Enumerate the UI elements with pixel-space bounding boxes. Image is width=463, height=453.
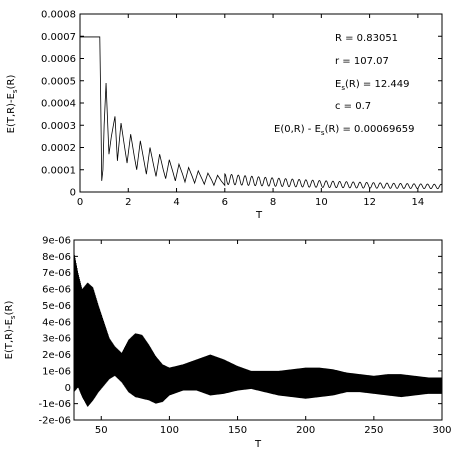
bottom-x-ticks: 50 100 150 200 250 300	[95, 240, 452, 436]
top-y-tick-label: 0	[70, 188, 76, 199]
bottom-x-tick-label: 100	[160, 425, 179, 436]
top-x-tick-label: 8	[270, 197, 276, 208]
top-y-tick-label: 0.0005	[41, 76, 76, 87]
bottom-y-tick-label: 5e-06	[42, 301, 71, 312]
top-x-tick-label: 12	[363, 197, 376, 208]
top-y-ticks: 0 0.0001 0.0002 0.0003 0.0004 0.0005 0.0006 0.0…	[41, 10, 442, 199]
bottom-y-tick-label: 6e-06	[42, 285, 71, 296]
bottom-x-tick-label: 150	[228, 425, 247, 436]
top-y-tick-label: 0.0008	[41, 10, 76, 21]
bottom-y-tick-label: 8e-06	[42, 252, 71, 263]
top-x-tick-label: 2	[125, 197, 131, 208]
annotation-Es: Es(R) = 12.449	[335, 79, 409, 92]
top-annotations: R = 0.83051 r = 107.07 Es(R) = 12.449 c …	[274, 33, 415, 137]
bottom-y-tick-label: 2e-06	[42, 350, 71, 361]
annotation-E0: E(0,R) - Es(R) = 0.00069659	[274, 124, 415, 137]
bottom-y-ticks: -2e-06 -1e-06 0 1e-06 2e-06 3e-06 4e-06 5e-06 6e…	[39, 236, 442, 427]
top-x-tick-label: 14	[411, 197, 424, 208]
annotation-r: r = 107.07	[335, 56, 389, 67]
bottom-x-tick-label: 250	[364, 425, 383, 436]
top-y-tick-label: 0.0001	[41, 165, 76, 176]
bottom-x-tick-label: 50	[95, 425, 108, 436]
bottom-y-tick-label: 9e-06	[42, 236, 71, 247]
bottom-y-tick-label: -2e-06	[39, 416, 71, 427]
top-y-tick-label: 0.0002	[41, 143, 76, 154]
top-y-tick-label: 0.0003	[41, 121, 76, 132]
top-x-axis-label: T	[255, 210, 263, 221]
top-y-tick-label: 0.0004	[41, 99, 76, 110]
bottom-y-tick-label: 7e-06	[42, 268, 71, 279]
top-x-tick-label: 4	[173, 197, 179, 208]
top-y-tick-label: 0.0006	[41, 54, 76, 65]
bottom-y-tick-label: -1e-06	[39, 399, 71, 410]
top-y-axis-label: E(T,R)-Es(R)	[6, 75, 19, 134]
top-x-ticks: 0 2 4 6 8 10 12 14	[77, 14, 424, 208]
bottom-y-axis-label: E(T,R)-Es(R)	[4, 301, 17, 360]
top-series-line	[80, 36, 443, 190]
bottom-y-tick-label: 0	[65, 383, 71, 394]
bottom-series-band	[73, 252, 443, 407]
top-x-tick-label: 10	[315, 197, 328, 208]
bottom-chart: -2e-06 -1e-06 0 1e-06 2e-06 3e-06 4e-06 5e-06 6e…	[4, 236, 452, 451]
top-chart: 0 0.0001 0.0002 0.0003 0.0004 0.0005 0.0006 0.0…	[6, 10, 443, 221]
bottom-x-tick-label: 200	[296, 425, 315, 436]
bottom-y-tick-label: 1e-06	[42, 366, 71, 377]
top-x-tick-label: 6	[222, 197, 228, 208]
top-y-tick-label: 0.0007	[41, 32, 76, 43]
bottom-y-tick-label: 3e-06	[42, 334, 71, 345]
annotation-c: c = 0.7	[335, 101, 371, 112]
bottom-y-tick-label: 4e-06	[42, 317, 71, 328]
annotation-R: R = 0.83051	[335, 33, 398, 44]
top-x-tick-label: 0	[77, 197, 83, 208]
bottom-x-tick-label: 300	[432, 425, 451, 436]
bottom-x-axis-label: T	[254, 439, 262, 450]
